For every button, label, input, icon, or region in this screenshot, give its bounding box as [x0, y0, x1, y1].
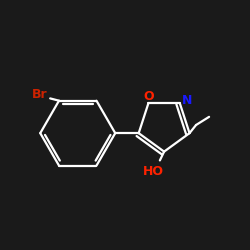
Text: O: O — [143, 90, 154, 102]
Text: Br: Br — [32, 88, 47, 101]
Text: N: N — [182, 94, 192, 106]
Text: HO: HO — [143, 165, 164, 178]
